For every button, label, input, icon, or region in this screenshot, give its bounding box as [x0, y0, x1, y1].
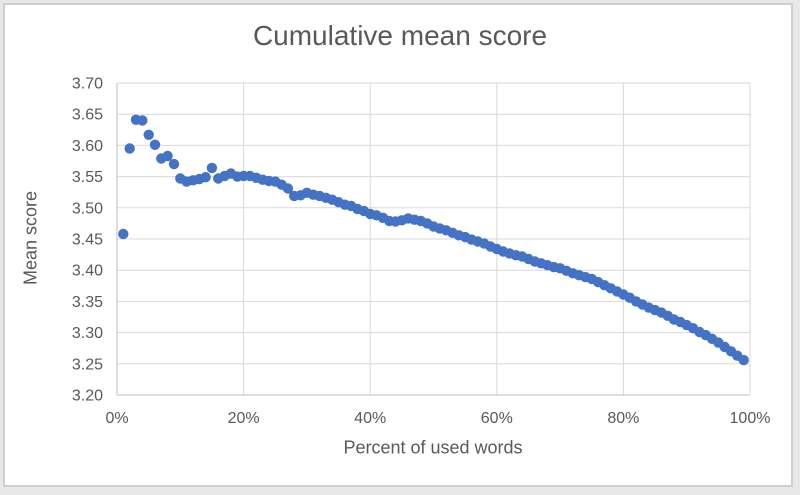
chart-title: Cumulative mean score: [252, 20, 548, 51]
y-tick-label: 3.20: [72, 388, 103, 405]
data-point: [149, 139, 161, 150]
x-tick-label: 40%: [354, 410, 386, 427]
data-point: [200, 172, 211, 183]
data-point: [118, 228, 129, 240]
x-axis-title: Percent of used words: [343, 437, 523, 458]
data-point: [162, 150, 173, 162]
y-tick-label: 3.30: [72, 325, 103, 342]
data-point: [738, 354, 749, 366]
data-point: [282, 183, 294, 194]
y-tick-label: 3.40: [72, 263, 103, 280]
y-tick-label: 3.60: [72, 138, 103, 155]
y-tick-label: 3.25: [72, 356, 103, 373]
data-point: [168, 158, 180, 170]
chart-frame: [3, 3, 793, 487]
y-tick-label: 3.35: [72, 294, 103, 311]
data-point: [124, 143, 135, 154]
data-point: [137, 115, 148, 126]
data-point: [206, 162, 218, 174]
data-point: [143, 129, 154, 140]
y-tick-label: 3.55: [72, 169, 103, 186]
x-tick-label: 60%: [481, 410, 513, 427]
y-tick-label: 3.50: [72, 200, 103, 217]
x-tick-label: 20%: [228, 410, 260, 427]
y-tick-label: 3.45: [72, 232, 103, 249]
y-tick-label: 3.65: [72, 107, 103, 124]
y-tick-label: 3.70: [72, 76, 103, 93]
x-tick-label: 80%: [607, 410, 639, 427]
x-tick-label: 0%: [105, 410, 128, 427]
x-tick-label: 100%: [730, 410, 771, 427]
